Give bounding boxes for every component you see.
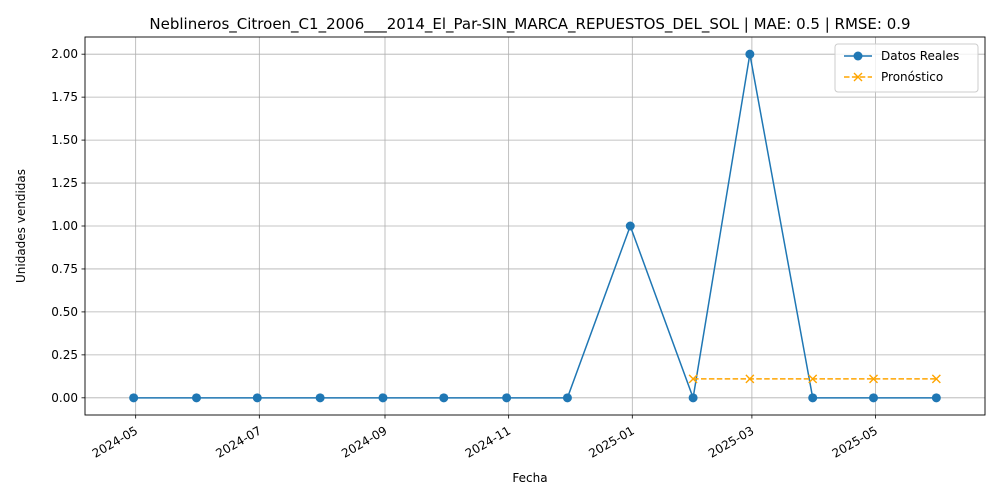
data-point [688,374,698,384]
data-point [378,393,388,403]
y-tick-label: 0.75 [51,262,78,276]
y-tick-label: 0.50 [51,305,78,319]
legend: Datos Reales Pronóstico [834,43,979,93]
y-tick-label: 1.75 [51,90,78,104]
data-point [745,374,755,384]
data-point [808,374,818,384]
data-point [129,393,139,403]
y-tick-label: 2.00 [51,47,78,61]
chart-title: Neblineros_Citroen_C1_2006___2014_El_Par… [149,15,910,34]
data-point [931,374,941,384]
y-axis-title: Unidades vendidas [14,169,28,283]
data-point [688,393,698,403]
y-tick-label: 1.50 [51,133,78,147]
legend-marker-pronostico [853,72,863,82]
data-point [931,393,941,403]
data-point [869,393,879,403]
series [129,49,941,403]
y-tick-label: 1.00 [51,219,78,233]
data-point [191,393,201,403]
y-tick-label: 1.25 [51,176,78,190]
series-line [133,54,937,401]
legend-marker-datos-reales [853,51,863,61]
legend-label-pronostico: Pronóstico [881,70,943,84]
x-axis-title: Fecha [512,471,547,485]
data-point [808,393,818,403]
legend-label-datos-reales: Datos Reales [881,49,959,63]
y-axis: 0.00 0.25 0.50 0.75 1.00 1.25 1.50 1.75 2.00 [51,47,85,405]
y-tick-label: 0.25 [51,348,78,362]
y-tick-label: 0.00 [51,391,78,405]
data-point [745,49,755,59]
data-point [439,393,449,403]
data-point [502,393,512,403]
data-point [315,393,325,403]
data-point [562,393,572,403]
data-point [252,393,262,403]
grid [85,37,985,415]
data-point [625,221,635,231]
data-point [869,374,879,384]
